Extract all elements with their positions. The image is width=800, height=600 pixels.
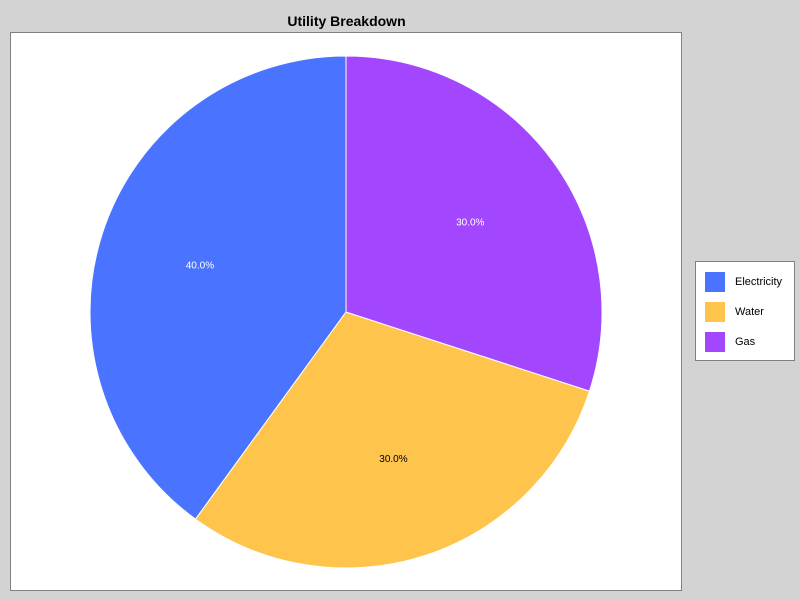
legend-item-gas: Gas	[705, 332, 790, 352]
legend-label-gas: Gas	[735, 336, 755, 348]
legend-item-electricity: Electricity	[705, 272, 790, 292]
legend-swatch-water	[705, 302, 725, 322]
slice-label-electricity: 40.0%	[186, 261, 214, 272]
legend-swatch-gas	[705, 332, 725, 352]
slice-label-water: 30.0%	[379, 454, 407, 465]
legend-swatch-electricity	[705, 272, 725, 292]
plot-area: 40.0% 30.0% 30.0%	[10, 32, 682, 591]
chart-title: Utility Breakdown	[0, 13, 693, 29]
legend: Electricity Water Gas	[695, 261, 795, 361]
legend-item-water: Water	[705, 302, 790, 322]
slice-label-gas: 30.0%	[456, 218, 484, 229]
pie-chart: 40.0% 30.0% 30.0%	[11, 33, 681, 590]
legend-label-water: Water	[735, 306, 764, 318]
legend-label-electricity: Electricity	[735, 276, 782, 288]
